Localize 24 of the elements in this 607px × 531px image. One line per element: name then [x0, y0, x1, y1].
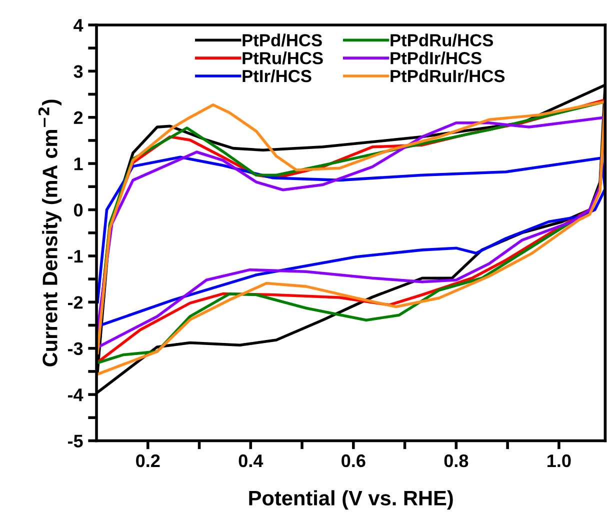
x-tick-label: 0.4 — [238, 454, 264, 468]
y-tick-label: -1 — [68, 250, 83, 262]
x-tick-label: 0.8 — [444, 454, 468, 468]
legend-label: PtPdRu/HCS — [390, 34, 494, 47]
legend-label: PtIr/HCS — [242, 69, 312, 82]
y-tick-label: -5 — [68, 434, 83, 448]
y-tick-label: 3 — [74, 65, 83, 78]
y-tick-label: 2 — [74, 111, 83, 124]
y-tick-label: 4 — [74, 19, 84, 32]
x-tick-label: 0.6 — [342, 454, 366, 468]
line-series — [96, 156, 606, 328]
y-tick-label: 1 — [74, 158, 83, 170]
legend-label: PtPdRuIr/HCS — [390, 69, 505, 82]
y-tick-label: 0 — [74, 204, 83, 216]
x-tick-label: 1.0 — [548, 454, 571, 468]
legend-label: PtPd/HCS — [242, 34, 322, 47]
legend-label: PtRu/HCS — [242, 52, 323, 64]
legend-label: PtPdIr/HCS — [390, 52, 482, 64]
y-tick-label: -3 — [68, 342, 83, 356]
y-tick-label: -2 — [68, 296, 83, 309]
x-tick-label: 0.2 — [136, 454, 160, 468]
y-axis-title: Current Density (mA cm$^{−2}$) — [38, 100, 62, 366]
y-tick-label: -4 — [68, 388, 84, 402]
x-axis-title: Potential (V vs. RHE) — [249, 490, 453, 510]
